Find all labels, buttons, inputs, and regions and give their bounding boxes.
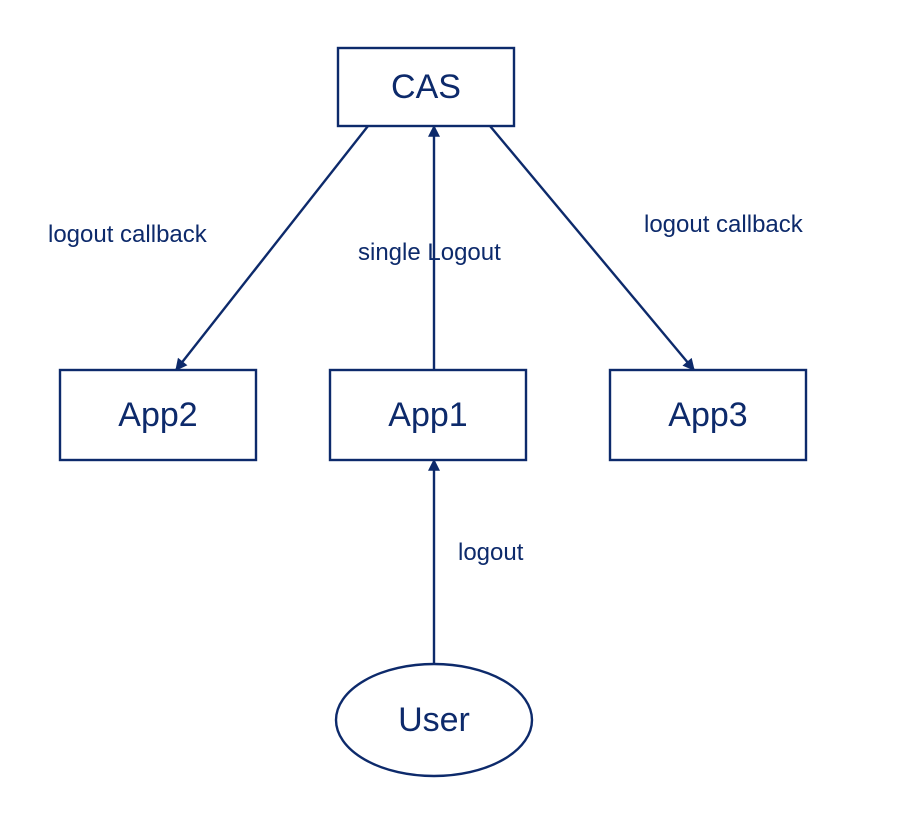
node-label-app1: App1 [388, 396, 467, 434]
node-label-user: User [398, 701, 470, 739]
edge-cas-to-app2 [176, 126, 368, 370]
edge-label-user-to-app1: logout [458, 539, 524, 566]
edge-label-app1-to-cas: single Logout [358, 239, 501, 266]
node-label-cas: CAS [391, 68, 461, 106]
edge-label-cas-to-app2: logout callback [48, 221, 208, 248]
diagram-canvas: logout single Logout logout callback logout… [0, 0, 898, 838]
node-label-app3: App3 [668, 396, 747, 434]
edge-cas-to-app3 [490, 126, 694, 370]
edge-label-cas-to-app3: logout callback [644, 211, 804, 238]
node-label-app2: App2 [118, 396, 197, 434]
